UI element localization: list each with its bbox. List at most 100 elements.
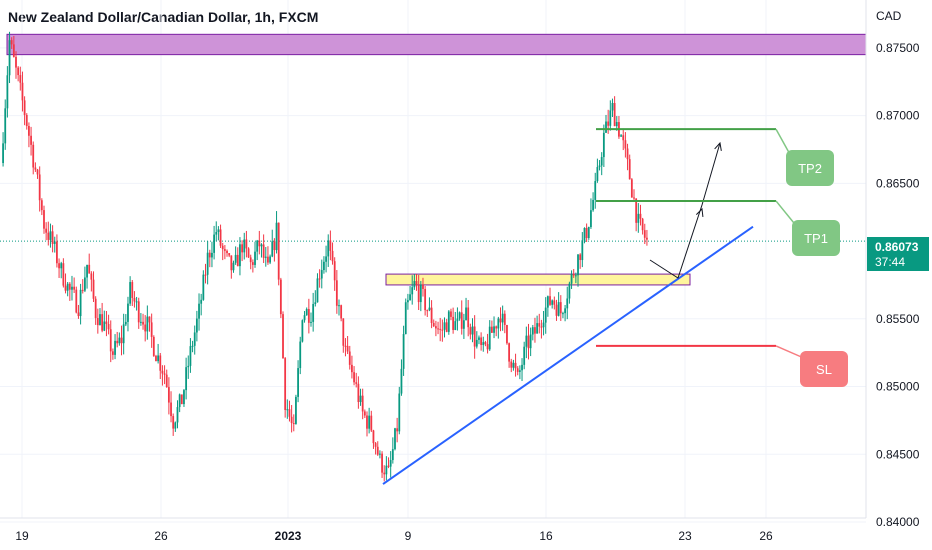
candle-body bbox=[28, 126, 30, 136]
candle-body bbox=[574, 275, 577, 277]
candle-body bbox=[409, 294, 411, 301]
candle-body bbox=[368, 415, 371, 429]
candle-body bbox=[531, 327, 534, 335]
candle-body bbox=[577, 254, 579, 276]
annotations: TP2 TP1 SL bbox=[382, 128, 848, 485]
candle-body bbox=[471, 326, 474, 335]
candle-body bbox=[454, 321, 457, 330]
candle-body bbox=[152, 336, 155, 356]
candle-body bbox=[144, 324, 147, 332]
candle-body bbox=[111, 351, 114, 355]
candle-body bbox=[465, 307, 467, 321]
y-tick-label: 0.85000 bbox=[876, 380, 920, 394]
axes: CAD bbox=[0, 0, 902, 519]
candle-body bbox=[12, 44, 15, 57]
support-zone bbox=[385, 273, 691, 286]
candle-body bbox=[583, 227, 586, 241]
candle-body bbox=[273, 241, 276, 251]
candle-body bbox=[417, 285, 420, 303]
candle-body bbox=[549, 296, 551, 305]
candle-body bbox=[129, 282, 132, 304]
x-tick-label: 26 bbox=[759, 529, 773, 543]
candle-body bbox=[521, 364, 523, 371]
candle-body bbox=[553, 300, 556, 305]
candle-body bbox=[600, 157, 603, 166]
candle-body bbox=[81, 289, 84, 291]
candle-body bbox=[516, 368, 519, 372]
candle-body bbox=[473, 326, 476, 347]
candle-body bbox=[161, 370, 164, 374]
candle-body bbox=[299, 341, 302, 369]
candle-body bbox=[221, 245, 224, 250]
candle-body bbox=[598, 165, 601, 168]
candle-body bbox=[213, 234, 216, 253]
candle-body bbox=[462, 320, 465, 329]
candle-body bbox=[566, 298, 569, 309]
candle-body bbox=[92, 279, 95, 299]
candle-body bbox=[316, 278, 319, 303]
candle-body bbox=[230, 255, 233, 271]
candle-body bbox=[49, 231, 52, 240]
candle-body bbox=[53, 241, 56, 244]
chart-title: New Zealand Dollar/Canadian Dollar, 1h, … bbox=[8, 9, 319, 25]
tp2-badge bbox=[786, 150, 834, 186]
candle-body bbox=[396, 428, 399, 432]
candle-body bbox=[376, 446, 379, 455]
x-tick-label: 19 bbox=[15, 529, 29, 543]
candle-body bbox=[585, 227, 588, 238]
candle-body bbox=[363, 411, 366, 416]
candle-body bbox=[15, 56, 17, 68]
candle-body bbox=[58, 263, 60, 269]
candle-body bbox=[84, 277, 86, 291]
candle-body bbox=[501, 313, 504, 323]
candle-body bbox=[402, 334, 405, 369]
candle-body bbox=[284, 358, 287, 410]
candle-body bbox=[592, 199, 594, 211]
candle-body bbox=[174, 422, 177, 429]
candle-body bbox=[62, 263, 65, 286]
candle-body bbox=[469, 327, 472, 335]
candle-body bbox=[564, 308, 566, 314]
candle-body bbox=[387, 465, 390, 467]
candle-body bbox=[361, 395, 364, 412]
candle-body bbox=[514, 362, 517, 369]
candle-body bbox=[484, 342, 487, 345]
candle-body bbox=[579, 254, 582, 261]
x-tick-label: 9 bbox=[405, 529, 412, 543]
candle-body bbox=[159, 355, 162, 371]
candle-body bbox=[570, 273, 573, 284]
candle-body bbox=[271, 241, 274, 257]
candle-body bbox=[260, 244, 263, 247]
candle-body bbox=[217, 229, 220, 232]
sl-label: SL bbox=[816, 362, 832, 377]
candle-body bbox=[163, 373, 166, 375]
candle-body bbox=[430, 307, 433, 324]
candle-body bbox=[211, 252, 213, 258]
candle-body bbox=[527, 335, 530, 349]
candle-body bbox=[77, 312, 80, 317]
candle-body bbox=[176, 407, 179, 423]
candle-body bbox=[73, 286, 76, 290]
candle-body bbox=[45, 228, 48, 233]
candle-body bbox=[36, 169, 39, 175]
candle-body bbox=[34, 167, 37, 170]
candle-body bbox=[534, 327, 536, 334]
candle-body bbox=[540, 326, 543, 328]
candle-body bbox=[241, 244, 243, 253]
candle-body bbox=[372, 430, 375, 444]
candle-body bbox=[389, 460, 392, 467]
candle-body bbox=[318, 278, 321, 280]
candle-body bbox=[437, 328, 439, 330]
candle-body bbox=[118, 337, 121, 344]
candle-body bbox=[419, 284, 422, 303]
candle-body bbox=[60, 263, 63, 269]
candle-body bbox=[43, 210, 45, 229]
tp2-label: TP2 bbox=[798, 161, 822, 176]
y-tick-label: 0.84000 bbox=[876, 515, 920, 529]
candle-body bbox=[107, 324, 110, 330]
candle-body bbox=[178, 394, 181, 408]
candle-body bbox=[262, 244, 265, 258]
candle-body bbox=[458, 312, 461, 319]
candle-body bbox=[508, 343, 511, 362]
